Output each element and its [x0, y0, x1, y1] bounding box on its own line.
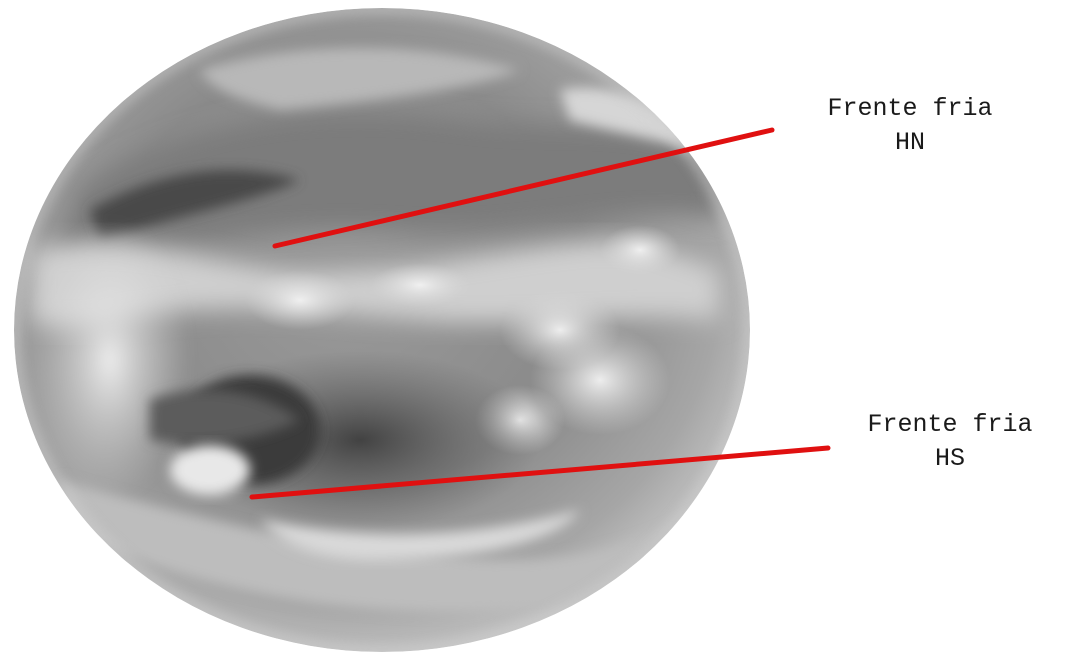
- earth-globe-icon: [14, 8, 750, 652]
- cold-front-hn-line: [272, 127, 775, 249]
- cold-front-hn-title: Frente fria: [827, 94, 993, 123]
- cold-front-hs-title: Frente fria: [867, 410, 1033, 439]
- cold-front-hn-label: Frente fria HN: [790, 92, 1030, 160]
- cold-front-hs-line: [249, 445, 831, 500]
- cold-front-hn-hemisphere: HN: [894, 128, 925, 157]
- cold-front-hs-label: Frente fria HS: [830, 408, 1070, 476]
- cold-front-hs-hemisphere: HS: [934, 444, 965, 473]
